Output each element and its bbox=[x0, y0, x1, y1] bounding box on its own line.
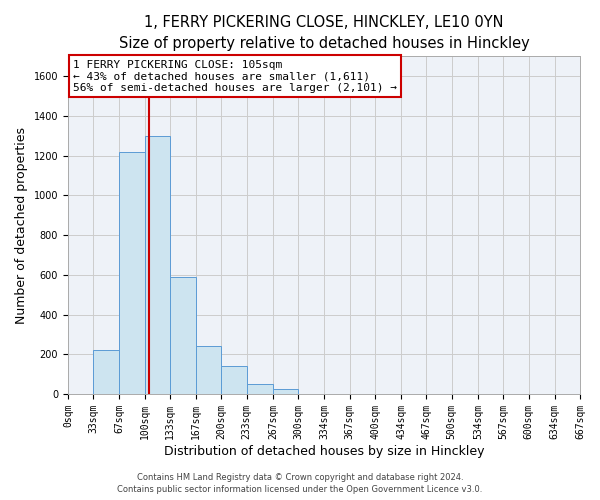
Bar bbox=[247, 384, 273, 394]
Bar bbox=[273, 389, 298, 394]
Bar bbox=[145, 136, 170, 394]
Bar bbox=[170, 277, 196, 394]
Bar bbox=[93, 350, 119, 394]
Y-axis label: Number of detached properties: Number of detached properties bbox=[15, 126, 28, 324]
Bar bbox=[119, 152, 145, 394]
Title: 1, FERRY PICKERING CLOSE, HINCKLEY, LE10 0YN
Size of property relative to detach: 1, FERRY PICKERING CLOSE, HINCKLEY, LE10… bbox=[119, 15, 529, 51]
X-axis label: Distribution of detached houses by size in Hinckley: Distribution of detached houses by size … bbox=[164, 444, 484, 458]
Bar bbox=[221, 366, 247, 394]
Text: 1 FERRY PICKERING CLOSE: 105sqm
← 43% of detached houses are smaller (1,611)
56%: 1 FERRY PICKERING CLOSE: 105sqm ← 43% of… bbox=[73, 60, 397, 93]
Text: Contains HM Land Registry data © Crown copyright and database right 2024.
Contai: Contains HM Land Registry data © Crown c… bbox=[118, 472, 482, 494]
Bar bbox=[196, 346, 221, 394]
